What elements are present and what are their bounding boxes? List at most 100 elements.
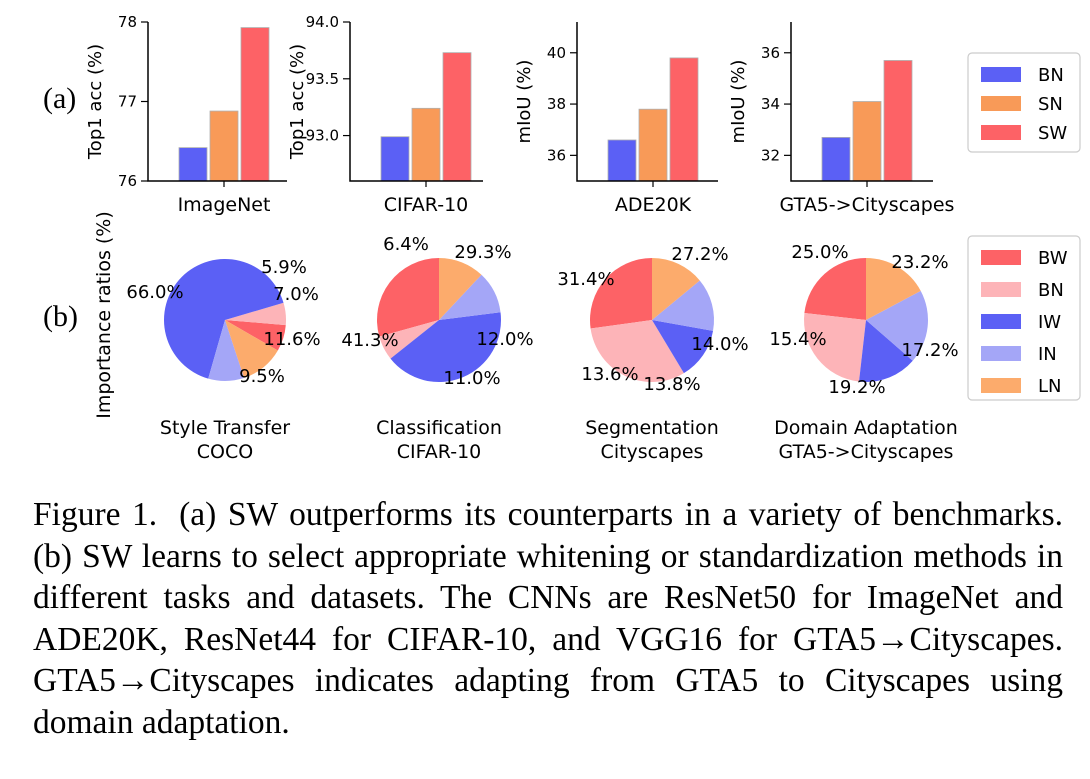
- pie-value-label-bw: 29.3%: [454, 242, 511, 263]
- y-axis-label: Top1 acc (%): [287, 44, 308, 160]
- legend-item-sn: SN: [981, 94, 1063, 115]
- bar-chart-imagenet: 76 77 78 ImageNet Top1 acc (%): [85, 13, 287, 216]
- x-axis-label: GTA5->Cityscapes: [780, 194, 955, 216]
- pie-slice-iw: [859, 320, 913, 382]
- pie-slice-iw: [652, 320, 714, 374]
- pie-title-task: Classification: [376, 417, 502, 439]
- pie-slice-in: [866, 290, 928, 361]
- y-tick-label: 94.0: [306, 13, 339, 31]
- y-axis-label: Top1 acc (%): [85, 44, 106, 160]
- x-axis-label: ImageNet: [178, 194, 271, 216]
- y-tick-label: 93.5: [306, 70, 339, 88]
- bar-sw: [883, 60, 913, 182]
- pie-title-dataset: COCO: [197, 441, 253, 463]
- pie-slice-in: [208, 320, 245, 381]
- y-tick-label: 77: [118, 93, 137, 111]
- pie-slice-bw: [377, 258, 439, 337]
- y-tick-label: 34: [761, 95, 780, 113]
- legend-swatch: [981, 125, 1021, 140]
- y-axis-label: mIoU (%): [728, 60, 749, 144]
- y-tick-label: 32: [761, 146, 780, 164]
- legend-swatch: [981, 314, 1021, 329]
- y-tick-label: 93.0: [306, 127, 339, 145]
- legend-item-sw: SW: [981, 123, 1067, 144]
- pie-value-label-bw: 7.0%: [273, 284, 319, 305]
- panel-label-a: (a): [43, 82, 76, 115]
- pie-slice-iw: [390, 312, 501, 382]
- pie-slice-bn: [804, 313, 866, 382]
- legend-item-bw: BW: [981, 248, 1068, 269]
- pie-slice-ln: [652, 258, 700, 320]
- pie-value-label-iw: 41.3%: [341, 330, 398, 351]
- legend-label: IN: [1038, 344, 1057, 365]
- bar-sw: [669, 57, 699, 182]
- pie-value-label-iw: 66.0%: [126, 282, 183, 303]
- caption-label: Figure 1.: [33, 496, 158, 533]
- pie-value-label-iw: 15.4%: [769, 329, 826, 350]
- pie-value-label-ln: 12.0%: [476, 329, 533, 350]
- pie-title-task: Style Transfer: [160, 417, 290, 439]
- pie-value-label-in: 13.8%: [643, 374, 700, 395]
- bar-chart-gta5-cityscapes: 32 34 36 GTA5->Cityscapes mIoU (%): [728, 22, 954, 216]
- pie-slice-in: [652, 280, 714, 331]
- pie-value-label-in: 11.0%: [443, 368, 500, 389]
- legend-label: SN: [1038, 94, 1063, 115]
- bar-sw: [240, 27, 270, 182]
- x-axis-label: ADE20K: [615, 194, 692, 216]
- bar-sn: [852, 101, 882, 182]
- legend-pie-methods: BW BN IW IN LN: [967, 235, 1081, 401]
- legend-swatch: [981, 346, 1021, 361]
- legend-item-iw: IW: [981, 312, 1061, 333]
- legend-label: BW: [1038, 248, 1068, 269]
- y-tick-label: 38: [547, 95, 566, 113]
- legend-label: BN: [1038, 65, 1064, 86]
- pie-value-label-bw: 23.2%: [891, 252, 948, 273]
- legend-label: IW: [1038, 312, 1061, 333]
- figure-caption: Figure 1. (a) SW outperforms its counterp…: [33, 494, 1063, 743]
- legend-swatch: [981, 282, 1021, 297]
- axis-lines: [349, 22, 483, 182]
- legend-item-bn: BN: [981, 65, 1064, 86]
- legend-swatch: [981, 378, 1021, 393]
- axis-lines: [790, 22, 933, 182]
- bar-chart-ade20k: 36 38 40 ADE20K mIoU (%): [514, 22, 718, 216]
- pie-value-label-bn: 5.9%: [261, 257, 307, 278]
- pie-chart-classification: 29.3% 6.4% 41.3% 11.0% 12.0% ClassificationCI…: [341, 234, 533, 463]
- pie-title-dataset: CIFAR-10: [397, 441, 482, 463]
- legend-item-in: IN: [981, 344, 1057, 365]
- legend-item-bn: BN: [981, 280, 1064, 301]
- y-tick-label: 76: [118, 172, 137, 190]
- bar-sn: [411, 107, 441, 182]
- pie-ylabel: Importance ratios (%): [93, 211, 115, 419]
- bar-bn: [380, 136, 410, 182]
- x-axis-label: CIFAR-10: [384, 194, 469, 216]
- pie-slice-bn: [225, 302, 287, 326]
- pie-value-label-bw: 27.2%: [671, 244, 728, 265]
- legend-bar-methods: BN SN SW: [967, 52, 1081, 153]
- pie-slice-bn: [590, 320, 684, 383]
- pie-value-label-in: 9.5%: [239, 366, 285, 387]
- legend-label: SW: [1038, 123, 1067, 144]
- y-tick-label: 40: [547, 44, 566, 62]
- axis-lines: [576, 22, 718, 182]
- legend-label: LN: [1038, 376, 1062, 397]
- legend-item-ln: LN: [981, 376, 1062, 397]
- pie-value-label-bn: 25.0%: [791, 242, 848, 263]
- bar-sn: [638, 108, 668, 182]
- pie-charts: 7.0% 5.9% 66.0% 9.5% 11.6% Style TransferCOCO…: [126, 234, 958, 463]
- bar-bn: [821, 137, 851, 182]
- pie-chart-domain-adaptation: 23.2% 25.0% 15.4% 19.2% 17.2% Domain Adaptati…: [769, 242, 958, 463]
- caption-text: (a) SW outperforms its counterparts in a…: [33, 496, 1064, 741]
- bar-chart-cifar-10: 93.0 93.5 94.0 CIFAR-10 Top1 acc (%): [287, 13, 483, 216]
- panel-label-b: (b): [43, 300, 78, 333]
- legend-swatch: [981, 250, 1021, 265]
- pie-slice-ln: [225, 320, 278, 378]
- pie-slice-iw: [164, 259, 284, 379]
- pie-value-label-bn: 31.4%: [557, 269, 614, 290]
- pie-value-label-iw: 13.6%: [581, 364, 638, 385]
- bar-sw: [442, 52, 472, 182]
- legend-swatch: [981, 67, 1021, 82]
